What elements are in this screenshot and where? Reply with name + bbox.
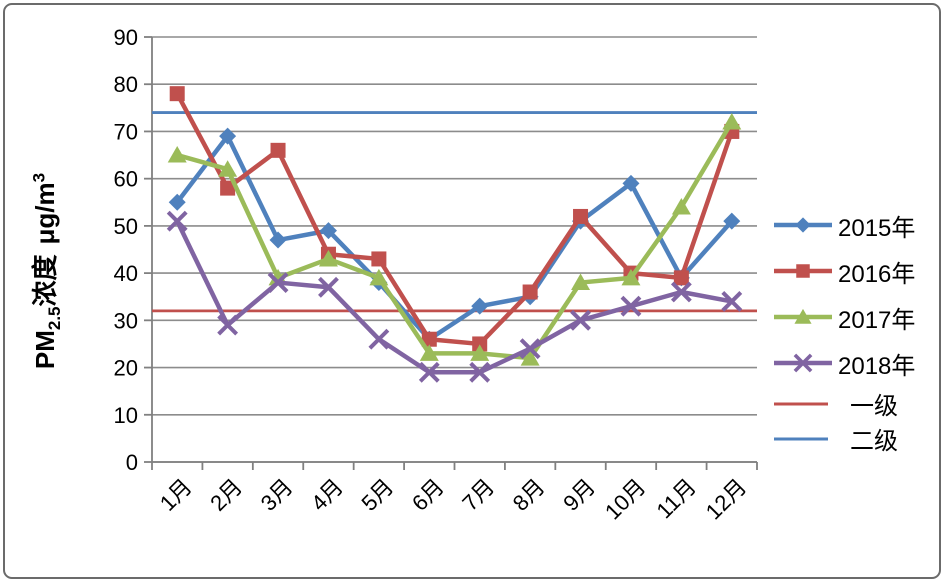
y-axis-labels: 0 10 20 30 40 50 60 70 80 90 [114, 25, 138, 475]
svg-text:30: 30 [114, 308, 138, 333]
legend-label-2015: 2015年 [838, 214, 916, 242]
svg-text:7月: 7月 [457, 474, 499, 516]
y-axis-title-superscript: 3 [29, 172, 49, 183]
series-2016年 [169, 86, 740, 352]
legend-item-2018: 2018年 [772, 340, 940, 386]
legend-item-2016: 2016年 [772, 248, 940, 294]
svg-text:20: 20 [114, 356, 138, 381]
legend-label-grade1: 一级 [850, 393, 898, 420]
svg-text:5月: 5月 [357, 474, 399, 516]
chart-outer-border [3, 3, 941, 579]
svg-text:0: 0 [126, 450, 138, 475]
legend-swatch-grade1 [774, 402, 828, 405]
svg-text:1月: 1月 [155, 474, 197, 516]
legend-label-2018: 2018年 [838, 352, 916, 380]
legend-label-2016: 2016年 [838, 260, 916, 288]
svg-text:50: 50 [114, 214, 138, 239]
svg-text:4月: 4月 [306, 474, 348, 516]
svg-text:70: 70 [114, 119, 138, 144]
y-axis-title-mid: 浓度 [30, 254, 60, 307]
y-axis-title-subscript: 2.5 [45, 306, 65, 331]
svg-text:10月: 10月 [600, 474, 651, 525]
legend-swatch-2018 [774, 353, 832, 373]
svg-text:8月: 8月 [508, 474, 550, 516]
y-axis-title-unit: μg/m [30, 182, 60, 245]
svg-text:12月: 12月 [701, 474, 752, 525]
svg-text:10: 10 [114, 403, 138, 428]
legend-swatch-2017 [774, 308, 832, 324]
legend-item-grade1: 一级 [772, 386, 940, 421]
legend-label-grade2: 二级 [850, 428, 898, 455]
legend-label-2017: 2017年 [838, 306, 916, 334]
x-axis-labels: 1月 2月 3月 4月 5月 6月 7月 8月 9月 10月 11月 12月 [155, 474, 751, 525]
y-axis-title-prefix: PM [30, 330, 60, 370]
series-2018年 [166, 210, 743, 383]
reference-lines [152, 111, 757, 313]
svg-text:2月: 2月 [205, 474, 247, 516]
svg-text:11月: 11月 [652, 474, 701, 523]
legend-swatch-2015 [774, 217, 832, 233]
svg-text:60: 60 [114, 167, 138, 192]
svg-text:3月: 3月 [256, 474, 298, 516]
series-2017年 [167, 113, 742, 366]
legend: 2015年 2016年 2017年 2018年 一级 二级 [772, 202, 940, 456]
svg-text:80: 80 [114, 72, 138, 97]
y-axis-title: PM2.5浓度 μg/m3 [25, 71, 64, 471]
legend-swatch-2016 [774, 264, 832, 278]
legend-item-2017: 2017年 [772, 294, 940, 340]
svg-text:90: 90 [114, 25, 138, 50]
series-2015年 [168, 127, 741, 348]
axis-ticks [144, 36, 758, 470]
svg-text:9月: 9月 [558, 474, 600, 516]
legend-item-grade2: 二级 [772, 421, 940, 456]
svg-text:6月: 6月 [407, 474, 449, 516]
legend-swatch-grade2 [774, 437, 828, 440]
legend-item-2015: 2015年 [772, 202, 940, 248]
svg-text:40: 40 [114, 261, 138, 286]
